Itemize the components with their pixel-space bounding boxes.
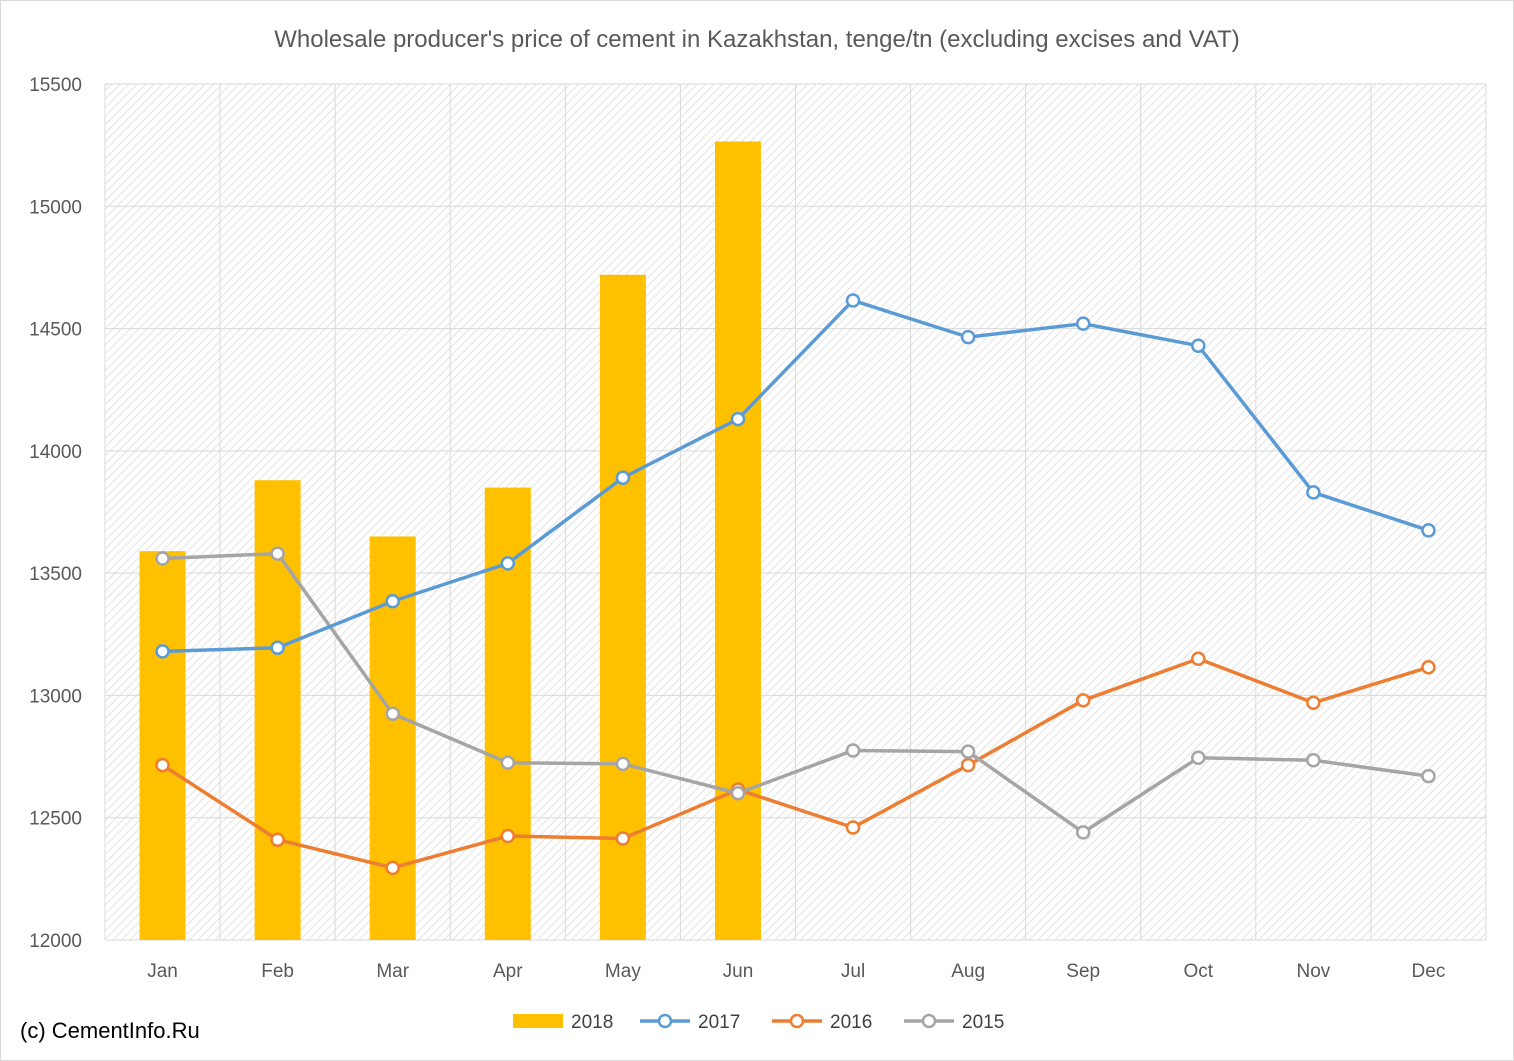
x-tick-label: Sep xyxy=(1066,961,1100,982)
point-2016 xyxy=(385,860,400,876)
legend-label-2015: 2015 xyxy=(962,1012,1004,1033)
bar-2018 xyxy=(714,141,761,940)
legend-marker-2016 xyxy=(789,1013,805,1029)
point-2017 xyxy=(385,594,400,609)
legend-marker-2015 xyxy=(921,1013,937,1029)
line-2016 xyxy=(161,656,1429,870)
y-tick-label: 14500 xyxy=(29,320,82,341)
y-tick-label: 12000 xyxy=(29,931,82,952)
point-2015 xyxy=(270,546,285,561)
point-2015 xyxy=(730,786,746,801)
point-2016 xyxy=(1306,695,1321,711)
y-tick-label: 13500 xyxy=(29,564,82,585)
point-2015 xyxy=(845,743,861,758)
legend-marker-2017 xyxy=(657,1013,673,1029)
point-2015 xyxy=(1075,825,1091,840)
legend-swatch-2018 xyxy=(513,1014,563,1028)
point-2015 xyxy=(385,706,400,722)
x-tick-label: Jul xyxy=(841,961,865,982)
x-tick-label: Jan xyxy=(147,961,178,982)
point-2017 xyxy=(155,644,170,659)
point-2017 xyxy=(500,556,516,571)
point-2016 xyxy=(615,831,631,846)
point-2015 xyxy=(155,551,170,566)
x-tick-label: Oct xyxy=(1184,961,1214,982)
point-2017 xyxy=(1306,485,1321,500)
point-2017 xyxy=(960,329,976,345)
legend-label-2017: 2017 xyxy=(698,1012,740,1033)
x-tick-label: Mar xyxy=(376,961,409,982)
point-2017 xyxy=(845,293,861,308)
credit-text: (c) CementInfo.Ru xyxy=(20,1018,200,1043)
x-tick-label: May xyxy=(605,961,641,982)
point-2015 xyxy=(1421,768,1436,784)
legend-label-2016: 2016 xyxy=(830,1012,872,1033)
legend-label-2018: 2018 xyxy=(571,1012,613,1033)
point-2015 xyxy=(960,744,976,759)
point-2016 xyxy=(960,757,976,773)
x-tick-label: Aug xyxy=(951,961,985,982)
point-2015 xyxy=(1191,750,1206,766)
point-2016 xyxy=(845,820,861,835)
point-2017 xyxy=(730,411,746,427)
point-2017 xyxy=(270,640,285,655)
point-2015 xyxy=(1306,752,1321,768)
y-tick-label: 15000 xyxy=(29,197,82,218)
bar-2018 xyxy=(599,274,646,940)
point-2016 xyxy=(270,832,285,847)
point-2016 xyxy=(1191,651,1206,666)
x-tick-label: Apr xyxy=(493,961,523,982)
bar-2018 xyxy=(139,551,186,940)
x-tick-label: Dec xyxy=(1412,961,1446,982)
line-2017 xyxy=(162,298,1430,654)
point-2017 xyxy=(615,470,631,486)
point-2017 xyxy=(1075,316,1091,331)
y-tick-label: 13000 xyxy=(29,686,82,707)
point-2016 xyxy=(155,757,170,773)
y-tick-label: 12500 xyxy=(29,809,82,830)
point-2016 xyxy=(1075,693,1091,708)
x-tick-label: Nov xyxy=(1296,961,1330,982)
point-2017 xyxy=(1191,338,1206,353)
point-2016 xyxy=(500,828,516,844)
x-tick-label: Jun xyxy=(723,961,754,982)
point-2016 xyxy=(1421,660,1436,675)
y-tick-label: 14000 xyxy=(29,442,82,463)
x-tick-label: Feb xyxy=(261,961,294,982)
point-2015 xyxy=(500,755,516,770)
point-2017 xyxy=(1421,523,1436,538)
bar-2018 xyxy=(484,487,531,940)
y-tick-label: 15500 xyxy=(29,75,82,96)
point-2015 xyxy=(615,756,631,772)
line-2015 xyxy=(162,551,1429,835)
chart-title: Wholesale producer's price of cement in … xyxy=(274,26,1240,53)
